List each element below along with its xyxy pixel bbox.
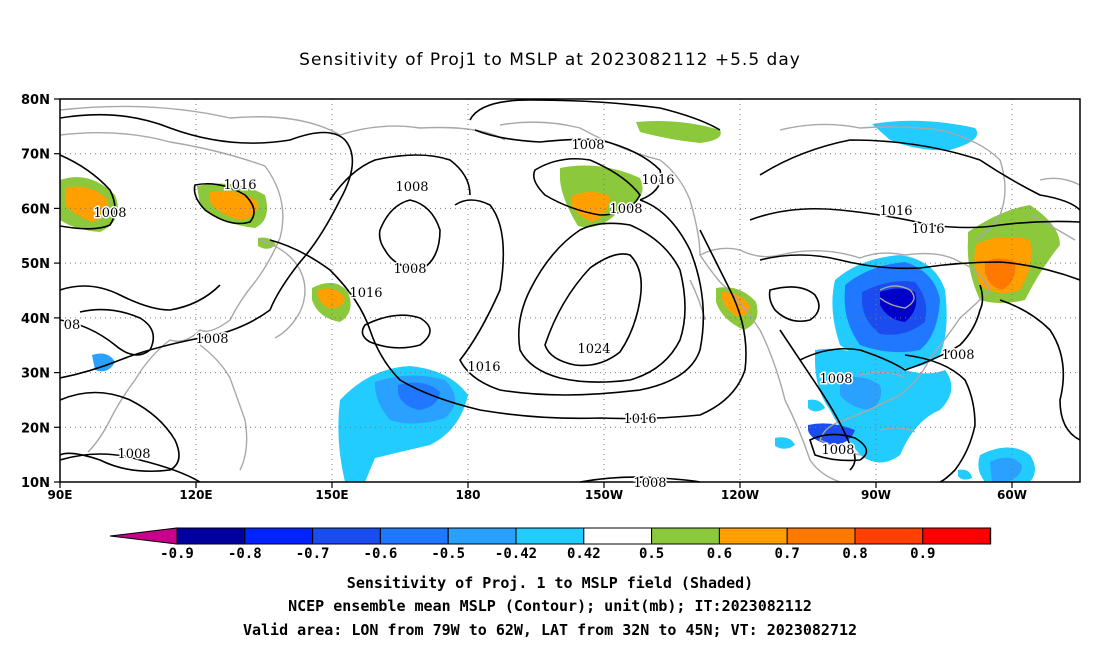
coastlines (60, 105, 1080, 482)
colorbar-label: 0.9 (910, 546, 935, 562)
colorbar-label: 0.42 (567, 546, 601, 562)
lat-label: 20N (21, 421, 50, 436)
lat-label: 30N (21, 367, 50, 382)
contour-label: 1008 (393, 262, 426, 277)
colorbar-swatch (379, 527, 449, 545)
lat-label: 60N (21, 202, 50, 217)
sensitivity-shading (60, 120, 1060, 482)
colorbar-swatch (312, 527, 381, 545)
longitude-axis: 90E 120E 150E 180 150W 120W 90W 60W (48, 482, 1027, 502)
colorbar-swatch (244, 527, 314, 545)
lon-label: 150E (315, 488, 348, 502)
footer-line-3: Valid area: LON from 79W to 62W, LAT fro… (242, 621, 858, 639)
lon-label: 60W (997, 488, 1027, 502)
colorbar-swatch (786, 527, 856, 545)
colorbar-right-arrow (989, 527, 992, 545)
contour-label: 1008 (819, 372, 852, 387)
contour-label: 1016 (467, 360, 500, 375)
lon-label: 90W (861, 488, 891, 502)
lat-label: 70N (21, 148, 50, 163)
colorbar-label: 0.6 (707, 546, 732, 562)
colorbar-swatch (447, 527, 517, 545)
lat-label: 10N (21, 476, 50, 491)
colorbar-swatch (515, 527, 585, 545)
colorbar-label: -0.9 (160, 546, 194, 562)
colorbar-label: -0.42 (495, 546, 537, 562)
contour-label: 08 (64, 318, 81, 333)
contour-label: 1016 (641, 173, 674, 188)
lon-label: 120E (179, 488, 212, 502)
colorbar-swatch (651, 527, 720, 545)
colorbar-label: -0.7 (296, 546, 330, 562)
contour-label: 1008 (633, 476, 666, 491)
chart-title: Sensitivity of Proj1 to MSLP at 20230821… (299, 50, 801, 70)
contour-label: 1008 (609, 202, 642, 217)
grid-lines (60, 99, 1080, 482)
colorbar-swatch (854, 527, 924, 545)
contour-label: 1016 (879, 204, 912, 219)
colorbar-swatch (583, 527, 653, 545)
contour-label: 1008 (821, 443, 854, 458)
lon-label: 180 (455, 488, 480, 502)
contour-label: 1008 (395, 180, 428, 195)
colorbar-label: -0.6 (364, 546, 398, 562)
mslp-contours (60, 99, 1080, 482)
contour-label: 1008 (195, 332, 228, 347)
colorbar-left-arrow (109, 527, 178, 545)
contour-label: 1008 (117, 447, 150, 462)
colorbar-swatch (922, 527, 992, 545)
colorbar-label: -0.8 (228, 546, 262, 562)
contour-label: 1016 (349, 286, 382, 301)
contour-label: 1016 (223, 178, 256, 193)
contour-label: 1008 (941, 348, 974, 363)
lat-label: 40N (21, 312, 50, 327)
contour-label: 1016 (623, 412, 656, 427)
footer-line-2: NCEP ensemble mean MSLP (Contour); unit(… (288, 597, 812, 615)
lat-label: 80N (21, 93, 50, 108)
contour-label: 1024 (577, 342, 610, 357)
colorbar-swatch (176, 527, 246, 545)
contour-label: 1008 (571, 138, 604, 153)
latitude-axis: 80N 70N 60N 50N 40N 30N 20N 10N (21, 93, 60, 491)
contour-labels: 1008 1016 1008 1008 1016 1008 1016 1008 1016 1016… (62, 137, 976, 493)
lon-label: 120W (721, 488, 759, 502)
footer-line-1: Sensitivity of Proj. 1 to MSLP field (Sh… (346, 574, 754, 592)
lon-label: 150W (585, 488, 623, 502)
colorbar-label: 0.8 (842, 546, 867, 562)
colorbar-swatch (718, 527, 788, 545)
lon-label: 90E (48, 488, 73, 502)
colorbar: -0.9 -0.8 -0.7 -0.6 -0.5 -0.42 0.42 0.5 0.6 0.7 0.… (109, 527, 992, 562)
contour-label: 1008 (93, 206, 126, 221)
lat-label: 50N (21, 257, 50, 272)
colorbar-label: 0.5 (639, 546, 664, 562)
plot-frame (59, 98, 1081, 483)
colorbar-label: 0.7 (775, 546, 800, 562)
colorbar-label: -0.5 (431, 546, 465, 562)
contour-label: 1016 (911, 222, 944, 237)
